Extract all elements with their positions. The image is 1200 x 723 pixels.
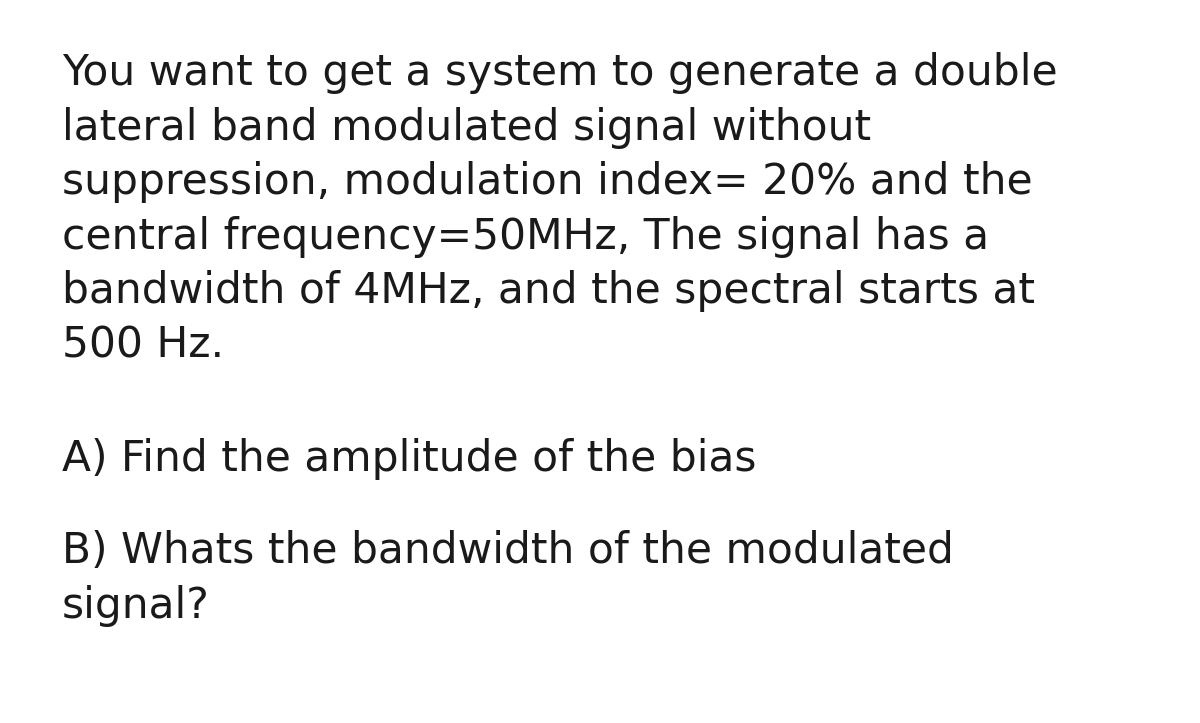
Text: You want to get a system to generate a double
lateral band modulated signal with: You want to get a system to generate a d… — [62, 52, 1057, 367]
Text: A) Find the amplitude of the bias: A) Find the amplitude of the bias — [62, 438, 756, 480]
Text: B) Whats the bandwidth of the modulated
signal?: B) Whats the bandwidth of the modulated … — [62, 530, 954, 627]
